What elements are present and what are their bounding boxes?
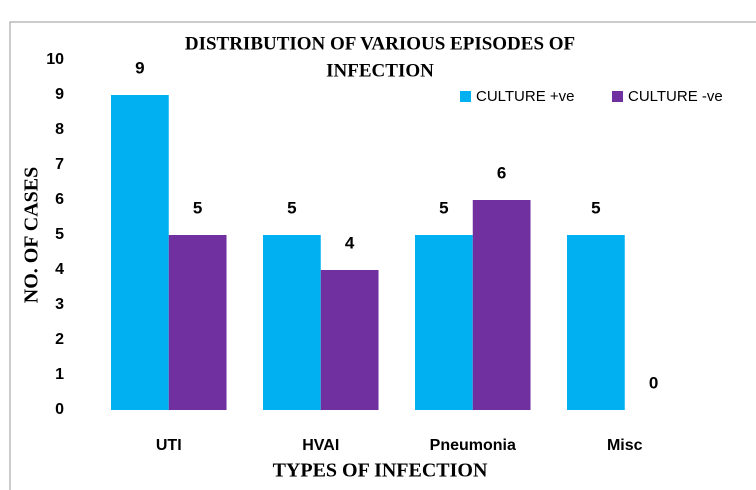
- data-label: 5: [287, 198, 296, 217]
- bar: [415, 235, 473, 410]
- y-tick-label: 4: [55, 261, 64, 278]
- y-tick-label: 0: [55, 401, 64, 418]
- y-tick-label: 3: [55, 296, 64, 313]
- legend-swatch: [460, 91, 471, 102]
- chart-title: DISTRIBUTION OF VARIOUS EPISODES OF: [185, 33, 575, 54]
- y-tick-label: 7: [55, 156, 64, 173]
- chart-title: INFECTION: [326, 60, 434, 81]
- x-axis-label: TYPES OF INFECTION: [273, 460, 488, 482]
- y-axis-label: NO. OF CASES: [21, 167, 43, 304]
- x-tick-label: Misc: [607, 437, 643, 454]
- bar: [567, 235, 625, 410]
- legend-swatch: [612, 91, 623, 102]
- bar: [263, 235, 321, 410]
- data-label: 0: [649, 373, 658, 392]
- legend-label: CULTURE -ve: [628, 88, 723, 105]
- x-tick-label: Pneumonia: [430, 437, 516, 454]
- y-tick-label: 10: [46, 51, 64, 68]
- y-tick-label: 8: [55, 121, 64, 138]
- legend-label: CULTURE +ve: [476, 88, 575, 105]
- data-label: 5: [591, 198, 600, 217]
- y-tick-label: 9: [55, 86, 64, 103]
- bar: [472, 200, 531, 410]
- y-tick-label: 5: [55, 226, 64, 243]
- data-label: 6: [497, 163, 506, 182]
- y-tick-label: 1: [55, 366, 64, 383]
- data-label: 4: [345, 233, 355, 252]
- y-tick-label: 6: [55, 191, 64, 208]
- y-tick-label: 2: [55, 331, 64, 348]
- data-label: 9: [135, 58, 144, 77]
- bar: [168, 235, 227, 410]
- x-tick-label: UTI: [156, 437, 182, 454]
- x-tick-label: HVAI: [302, 437, 339, 454]
- data-label: 5: [439, 198, 448, 217]
- bar: [320, 270, 379, 410]
- chart-frame: [9, 21, 756, 490]
- bar: [111, 95, 169, 410]
- data-label: 5: [193, 198, 202, 217]
